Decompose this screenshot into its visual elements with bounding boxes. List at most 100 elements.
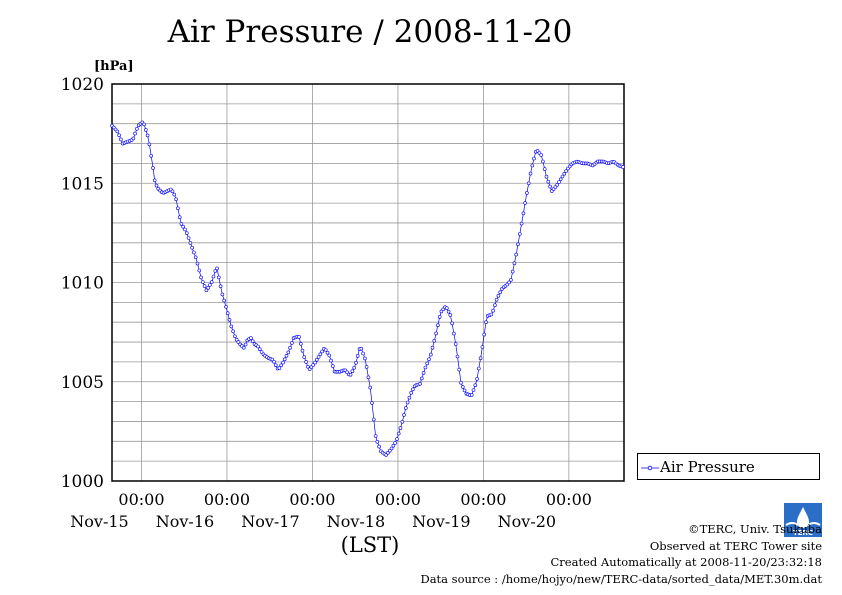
data-point [444, 306, 449, 311]
data-point [562, 172, 567, 176]
credit-created: Created Automatically at 2008-11-20/23:3… [550, 555, 823, 569]
data-point [425, 361, 430, 366]
data-point [455, 354, 460, 359]
data-point [453, 342, 458, 346]
data-point [281, 360, 285, 365]
data-point [288, 345, 292, 350]
data-point [233, 334, 237, 339]
data-point [519, 221, 524, 226]
data-point [135, 127, 139, 131]
data-point [560, 174, 565, 179]
data-point [174, 197, 178, 202]
data-point [361, 351, 365, 356]
data-point [450, 321, 454, 326]
data-point [234, 337, 239, 342]
y-tick-label: 1020 [61, 75, 104, 95]
data-point [217, 275, 221, 280]
data-point [290, 341, 294, 345]
data-point [199, 275, 203, 280]
data-point [493, 303, 497, 308]
data-point [405, 400, 410, 405]
data-point [393, 441, 397, 445]
y-tick-label: 1015 [61, 174, 104, 194]
data-point [272, 359, 276, 364]
data-point [542, 167, 547, 171]
data-point [259, 350, 264, 354]
data-point [273, 363, 278, 368]
data-point [363, 356, 367, 361]
data-point [409, 390, 414, 395]
data-point [359, 346, 364, 351]
data-point [528, 171, 533, 176]
data-point [286, 350, 291, 355]
credits-block: ©TERC, Univ. Tsukuba Observed at TERC To… [420, 521, 822, 587]
data-point [364, 365, 369, 369]
data-point [436, 323, 440, 328]
data-point [548, 184, 552, 189]
data-point [448, 313, 453, 317]
data-point [371, 417, 376, 422]
data-point [170, 189, 175, 194]
data-point [220, 292, 225, 297]
x-tick-time-label: 00:00 [375, 490, 421, 509]
data-point [306, 364, 310, 369]
data-point [558, 177, 563, 182]
credit-data-source: Data source : /home/hojyo/new/TERC-data/… [420, 571, 822, 586]
data-point [249, 336, 253, 340]
data-point [355, 354, 360, 358]
data-point [215, 266, 219, 271]
grid-lines [112, 84, 624, 481]
data-point [446, 309, 451, 314]
data-point [350, 369, 355, 374]
data-point [115, 129, 120, 134]
data-point [521, 211, 526, 216]
data-point [147, 142, 152, 147]
data-point [224, 304, 228, 309]
data-point [434, 331, 438, 336]
data-point [149, 154, 153, 158]
data-point [452, 331, 456, 336]
data-point [152, 178, 157, 183]
data-point [256, 344, 260, 349]
data-point [192, 250, 196, 255]
data-point [327, 353, 332, 358]
data-point [176, 206, 180, 211]
data-point [311, 363, 316, 367]
data-point [512, 261, 517, 266]
data-point [188, 241, 193, 245]
data-point [368, 385, 373, 390]
y-tick-label: 1000 [61, 472, 104, 492]
data-point [313, 360, 317, 365]
data-point [516, 242, 520, 247]
data-point [151, 166, 155, 170]
data-point [209, 280, 214, 284]
data-point [407, 395, 412, 400]
data-point [539, 153, 544, 157]
data-point [432, 338, 437, 343]
data-point [430, 345, 435, 350]
data-point [133, 131, 137, 136]
data-point [423, 365, 428, 370]
data-point [484, 320, 488, 325]
data-point [195, 261, 200, 266]
data-point [177, 215, 182, 219]
data-point [279, 363, 284, 368]
legend-label: Air Pressure [660, 458, 755, 476]
data-point [282, 357, 287, 362]
data-point [476, 366, 481, 371]
data-point [316, 355, 321, 359]
x-tick-date-label: Nov-18 [327, 512, 385, 531]
legend [637, 453, 820, 480]
data-point [197, 268, 202, 273]
data-point [555, 183, 560, 187]
x-tick-date-label: Nov-17 [241, 512, 299, 531]
y-tick-label: 1010 [61, 274, 104, 294]
data-point [181, 224, 185, 229]
data-point [172, 192, 177, 197]
data-point [473, 383, 478, 388]
data-point [250, 339, 255, 344]
data-point [225, 311, 230, 316]
x-axis-label: (LST) [341, 533, 400, 557]
data-point [185, 231, 189, 235]
